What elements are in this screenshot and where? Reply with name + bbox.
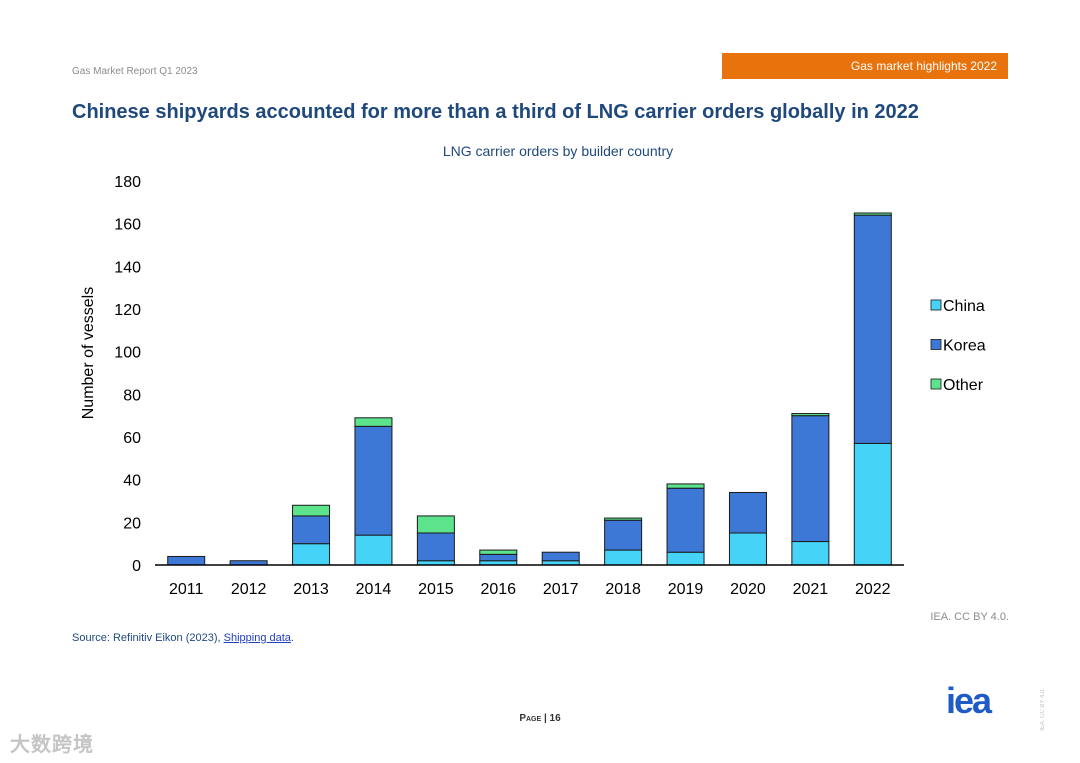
x-tick-label: 2019 (668, 581, 704, 598)
legend-label-china: China (943, 298, 985, 315)
bar-segment-china-2020 (728, 532, 767, 566)
watermark: 大数跨境 (10, 734, 94, 756)
x-tick-label: 2017 (543, 581, 579, 598)
bar-segment-korea-2017 (541, 551, 580, 562)
bar-segment-china-2013 (292, 543, 331, 566)
section-tab: Gas market highlights 2022 (722, 53, 1008, 79)
y-tick-label: 80 (123, 387, 141, 404)
bar-segment-other-2015 (416, 515, 455, 534)
legend-label-other: Other (943, 377, 984, 394)
y-tick-label: 160 (114, 217, 141, 234)
legend-swatch-korea (930, 339, 942, 350)
bar-segment-korea-2015 (416, 532, 455, 562)
bar-segment-other-2022 (853, 212, 892, 216)
bar-segment-korea-2022 (853, 214, 892, 444)
x-tick-label: 2018 (605, 581, 641, 598)
x-tick-label: 2011 (169, 581, 204, 598)
source-prefix: Source: Refinitiv Eikon (2023), (72, 632, 224, 644)
bar-segment-other-2018 (604, 517, 643, 521)
x-tick-label: 2012 (231, 581, 267, 598)
y-tick-label: 20 (123, 515, 141, 532)
section-tab-label: Gas market highlights 2022 (850, 59, 997, 73)
x-tick-label: 2016 (480, 581, 516, 598)
legend-swatch-china (930, 299, 942, 311)
license-credit: IEA. CC BY 4.0. (930, 611, 1009, 623)
bar-segment-other-2013 (292, 504, 331, 517)
iea-logo: iea (946, 680, 992, 721)
y-tick-label: 0 (132, 558, 141, 575)
stacked-bar-chart: 0 20 40 60 80 100 120 140 160 180 Number of vessel… (80, 174, 986, 598)
y-axis-label: Number of vessels (80, 287, 97, 420)
x-tick-label: 2022 (855, 581, 891, 598)
bar-segment-china-2018 (604, 549, 643, 566)
report-name: Gas Market Report Q1 2023 (72, 66, 198, 77)
bar-segment-china-2022 (853, 442, 892, 566)
y-tick-label: 100 (114, 345, 141, 362)
side-note: IEA. CC BY 4.0. (1040, 688, 1046, 731)
y-tick-label: 40 (123, 473, 141, 490)
bar-segment-china-2021 (791, 541, 830, 566)
y-tick-label: 60 (123, 430, 141, 447)
x-tick-label: 2021 (793, 581, 829, 598)
bar-segment-china-2019 (666, 551, 705, 566)
bar-segment-korea-2014 (354, 425, 393, 536)
page-number-value: 16 (549, 713, 561, 724)
bar-segment-korea-2011 (167, 555, 206, 566)
page-label: Page (519, 713, 542, 724)
legend-label-korea: Korea (943, 338, 986, 355)
bar-segment-korea-2018 (604, 519, 643, 551)
bar-segment-korea-2016 (479, 553, 518, 562)
x-tick-label: 2013 (293, 581, 329, 598)
x-tick-label: 2020 (730, 581, 766, 598)
y-tick-label: 140 (114, 259, 141, 276)
bar-segment-korea-2013 (292, 515, 331, 545)
page-separator: | (541, 713, 550, 724)
legend-swatch-other (930, 378, 942, 390)
source-note: Source: Refinitiv Eikon (2023), Shipping… (72, 632, 294, 644)
bar-segment-other-2016 (479, 549, 518, 555)
x-tick-label: 2015 (418, 581, 454, 598)
chart-title: LNG carrier orders by builder country (442, 143, 674, 159)
y-tick-label: 180 (114, 174, 141, 191)
x-tick-label: 2014 (356, 581, 392, 598)
bar-segment-other-2021 (791, 413, 830, 417)
bar-segment-china-2014 (354, 534, 393, 566)
shipping-data-link[interactable]: Shipping data (223, 632, 291, 644)
y-tick-label: 120 (114, 302, 141, 319)
bar-segment-korea-2021 (791, 415, 830, 543)
slide-title: Chinese shipyards accounted for more tha… (72, 101, 919, 123)
source-suffix: . (290, 632, 294, 644)
bar-segment-korea-2020 (728, 491, 767, 534)
bar-segment-other-2014 (354, 417, 393, 427)
bar-segment-korea-2019 (666, 487, 705, 553)
bar-segment-other-2019 (666, 483, 705, 489)
page-number: Page | 16 (0, 713, 1080, 724)
